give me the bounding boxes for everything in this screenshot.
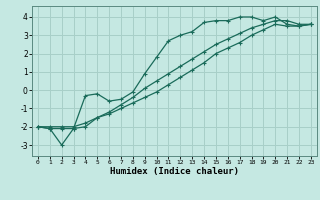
X-axis label: Humidex (Indice chaleur): Humidex (Indice chaleur) [110,167,239,176]
